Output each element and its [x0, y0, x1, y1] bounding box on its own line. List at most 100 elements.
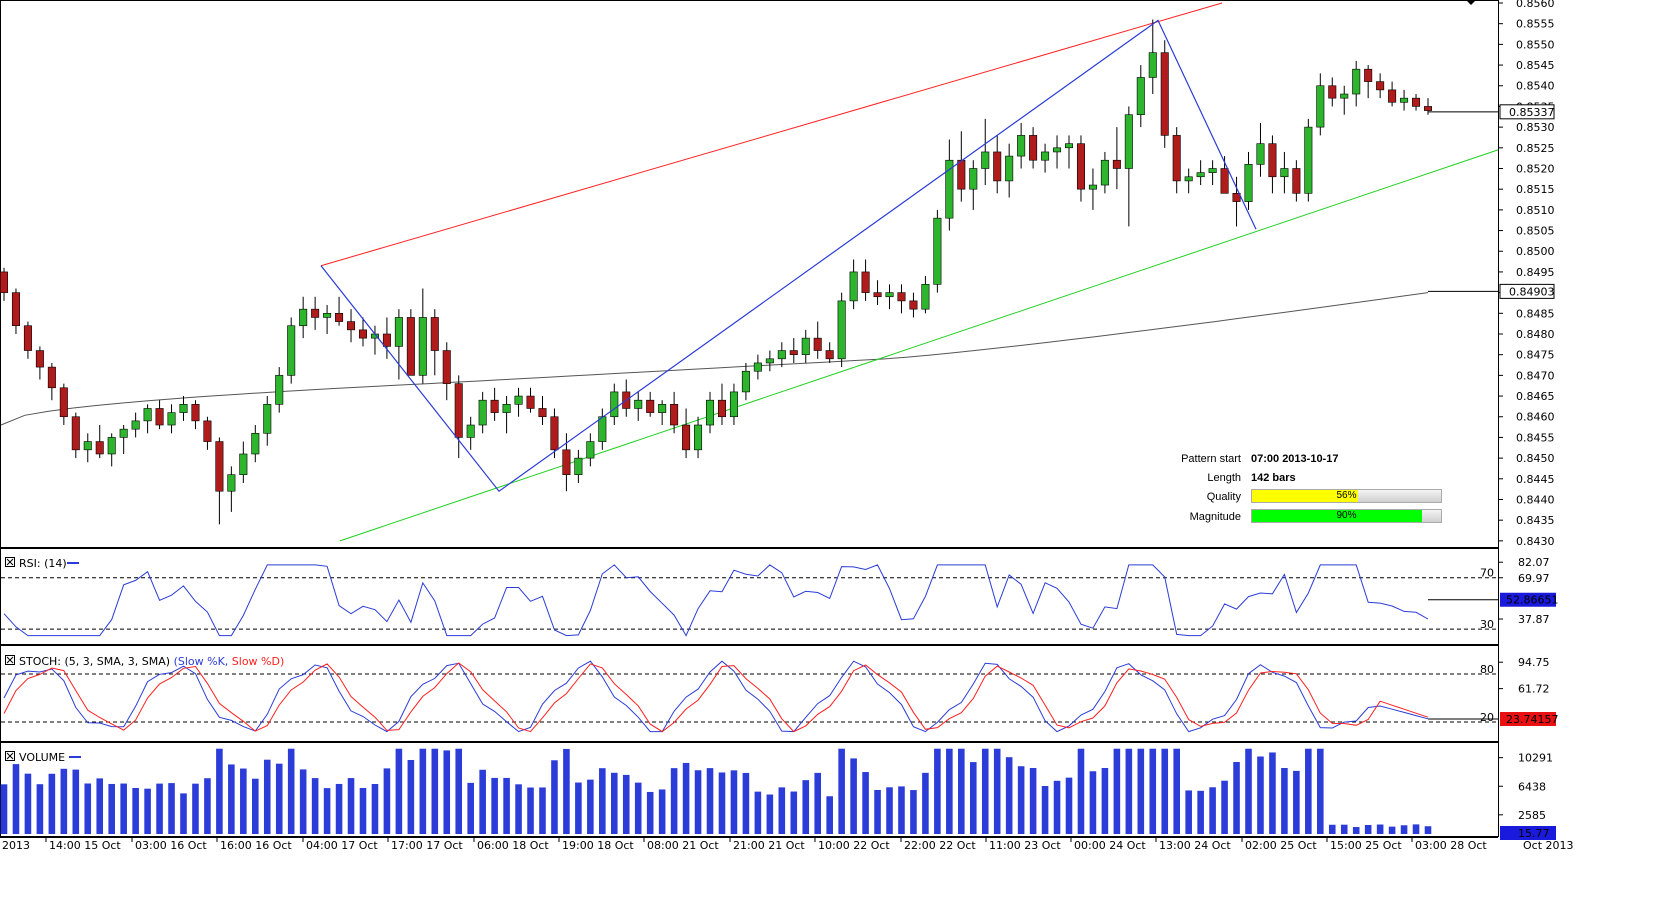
volume-bar [1185, 790, 1192, 834]
candle-bull [598, 416, 607, 442]
candle-bear [550, 416, 559, 451]
candle-bull [251, 432, 260, 455]
price-tick-label: 0.8470 [1516, 369, 1555, 382]
candle-bull [921, 284, 930, 310]
volume-bar [371, 784, 379, 834]
candle-bear [59, 387, 68, 418]
stoch-level-80-label: 80 [1480, 663, 1494, 676]
candle-bear [897, 292, 906, 302]
current-price-box [1499, 104, 1555, 120]
volume-bar [455, 748, 463, 834]
stoch-title: STOCH: (5, 3, SMA, 3, SMA) (Slow %K, Slo… [5, 655, 284, 668]
volume-bar [527, 787, 534, 834]
candle-bear [789, 350, 798, 355]
candle-bear [682, 424, 691, 451]
volume-bar [563, 748, 570, 834]
volume-bar [682, 762, 690, 834]
pattern-start-value: 07:00 2013-10-17 [1251, 453, 1339, 465]
candle-bear [825, 350, 834, 360]
volume-bar [132, 787, 139, 834]
volume-bar [1041, 786, 1049, 834]
price-tick-label: 0.8520 [1516, 162, 1555, 175]
time-label: 17:00 17 Oct [391, 839, 463, 852]
candle-bull [1064, 143, 1074, 149]
candle-bull [610, 391, 619, 418]
stoch-close-icon[interactable] [5, 655, 15, 665]
candle-bull [1136, 77, 1145, 116]
candle-bull [753, 362, 762, 372]
scroll-marker-icon[interactable] [1466, 0, 1476, 5]
candle-bull [729, 391, 738, 418]
candle-bull [514, 395, 523, 405]
volume-bar [323, 788, 331, 834]
volume-bar [981, 748, 989, 834]
volume-bar [72, 769, 80, 834]
time-label: 08:00 21 Oct [647, 839, 719, 852]
volume-bar [263, 759, 271, 834]
price-tick-label: 0.8455 [1516, 431, 1555, 444]
volume-bar [754, 791, 762, 834]
price-tick-label: 0.8460 [1516, 411, 1555, 424]
price-tick-label: 0.8550 [1516, 38, 1555, 51]
volume-bar [287, 748, 295, 834]
candle-bull [1005, 155, 1014, 182]
quality-bar-text: 56% [1336, 490, 1357, 501]
volume-bar [718, 772, 726, 834]
rsi-close-icon[interactable] [5, 557, 15, 567]
volume-bar [240, 768, 247, 834]
volume-bar [1113, 748, 1121, 834]
volume-close-icon[interactable] [5, 751, 15, 761]
rsi-current-label: 52.86651 [1506, 594, 1559, 607]
volume-bar [551, 760, 558, 834]
stoch-close-x-icon [6, 656, 14, 664]
volume-bar [1065, 777, 1073, 834]
volume-bar [216, 748, 223, 834]
volume-bar [0, 784, 8, 834]
time-label: Oct 2013 [1523, 839, 1574, 852]
price-tick-label: 0.8505 [1516, 225, 1555, 238]
channel-upper-line [320, 2, 1223, 267]
candle-bear [1029, 135, 1038, 161]
candle-bull [394, 317, 403, 347]
candle-bear [71, 416, 80, 451]
stoch-k-line [3, 660, 1429, 733]
volume-bar [192, 783, 199, 834]
candle-bull [239, 453, 248, 475]
candle-bull [1340, 93, 1349, 99]
quality-bar-fill [1252, 490, 1358, 502]
volume-bar [730, 770, 738, 834]
stoch-current-label: 23.74157 [1506, 713, 1559, 726]
candle-bull [466, 424, 475, 438]
zigzag-line [320, 19, 1257, 493]
candle-bull [1053, 147, 1062, 153]
volume-bar [622, 774, 630, 834]
price-tick-label: 0.8525 [1516, 142, 1555, 155]
volume-bar [610, 772, 618, 834]
volume-bar [204, 778, 211, 834]
time-label: 21:00 21 Oct [733, 839, 805, 852]
candle-bull [1184, 176, 1193, 182]
candle-bull [1017, 135, 1026, 157]
volume-bar [1053, 780, 1061, 834]
volume-bar [1005, 757, 1013, 834]
volume-bar [922, 772, 929, 834]
candle-bear [1388, 89, 1397, 103]
candle-bull [478, 399, 487, 426]
candle-bear [430, 317, 439, 351]
price-tick-label: 0.8465 [1516, 390, 1555, 403]
volume-bar [658, 789, 666, 834]
candle-bear [909, 300, 918, 310]
candle-bull [658, 404, 667, 413]
volume-bar [694, 770, 702, 834]
volume-bar [1257, 756, 1264, 834]
volume-bar [12, 764, 20, 834]
candle-bull [837, 300, 846, 360]
volume-bar [634, 782, 642, 834]
time-label: 13:00 24 Oct [1159, 839, 1231, 852]
volume-bar [1137, 748, 1145, 834]
candle-bull [1148, 52, 1157, 78]
volume-bar [407, 759, 415, 834]
volume-bar [790, 791, 798, 834]
price-tick-label: 0.8475 [1516, 349, 1555, 362]
